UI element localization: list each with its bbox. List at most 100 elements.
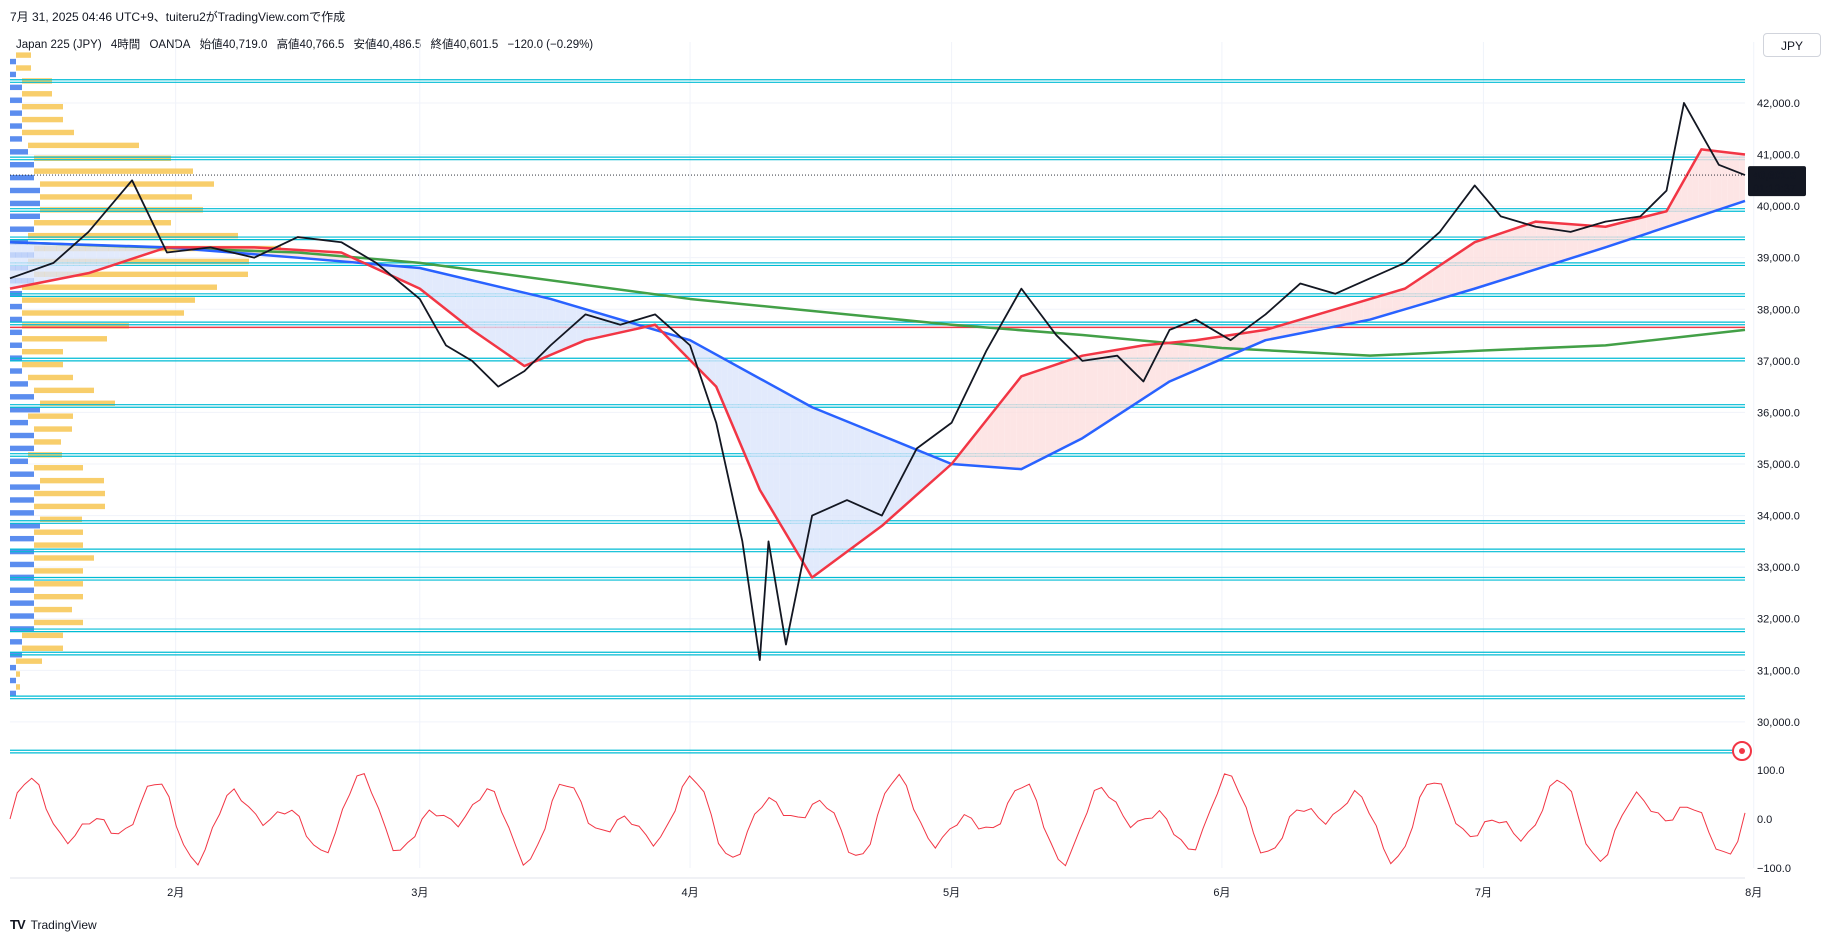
ema-fast-line xyxy=(9,148,1746,579)
y-tick-label: 31,000.0 xyxy=(1757,665,1800,677)
ema-fill-segment xyxy=(67,244,74,278)
osc-tick-label: 100.0 xyxy=(1757,765,1785,777)
ema-fill-segment xyxy=(1721,151,1728,209)
ema-fill-segment xyxy=(761,379,768,503)
ema-fill-segment xyxy=(478,281,485,339)
vp-bar-blue xyxy=(10,200,40,207)
vp-bar-yellow xyxy=(28,232,238,239)
ema-fill-segment xyxy=(709,351,716,386)
vp-bar-yellow xyxy=(34,581,83,587)
ema-fill-segment xyxy=(1114,349,1121,418)
ema-fill-segment xyxy=(1710,150,1717,213)
ema-fill-segment xyxy=(1461,247,1468,293)
ema-fill-segment xyxy=(698,344,704,375)
ema-fill-segment xyxy=(993,404,999,468)
currency-button[interactable]: JPY xyxy=(1763,33,1821,57)
ema-fill-segment xyxy=(860,426,866,542)
vp-bar-yellow xyxy=(22,78,52,84)
ema-fill-segment xyxy=(1698,149,1705,217)
vp-bar-blue xyxy=(10,329,22,336)
alert-target-icon[interactable] xyxy=(1732,741,1752,761)
vp-bar-blue xyxy=(10,84,22,91)
ema-fill-segment xyxy=(877,433,884,530)
ema-fill-segment xyxy=(1033,370,1040,463)
ema-fill-segment xyxy=(790,395,797,552)
tradingview-logo[interactable]: TV TradingView xyxy=(10,917,97,932)
ema-fill-segment xyxy=(85,244,91,274)
y-tick-label: 42,000.0 xyxy=(1757,98,1800,110)
horizontal-levels xyxy=(10,79,1745,754)
ema-fill-segment xyxy=(721,357,728,413)
ema-fill-segment xyxy=(981,419,988,467)
ema-fill-segment xyxy=(1293,319,1300,335)
vp-bar-blue xyxy=(10,458,28,464)
vp-bar-yellow xyxy=(34,542,83,548)
ema-fill-segment xyxy=(813,407,820,577)
vp-bar-blue xyxy=(10,187,40,194)
vp-bar-blue xyxy=(10,445,34,452)
low-value: 安値40,486.5 xyxy=(353,39,422,51)
vp-bar-blue xyxy=(10,149,28,155)
ema-fill-segment xyxy=(617,318,624,334)
ema-fill-segment xyxy=(44,243,51,282)
ema-fill-segment xyxy=(1288,321,1294,336)
x-tick-label: 4月 xyxy=(681,887,698,899)
ema-fill-segment xyxy=(1542,222,1549,268)
ema-fill-segment xyxy=(1611,223,1618,246)
ema-fill-segment xyxy=(796,398,803,562)
ema-fill-segment xyxy=(1617,222,1624,244)
timeframe-label[interactable]: 4時間 xyxy=(110,39,141,51)
x-tick-label: 7月 xyxy=(1475,887,1492,899)
ema-fill-segment xyxy=(15,242,22,288)
ema-fill-segment xyxy=(1108,350,1115,422)
vp-bar-blue xyxy=(10,535,34,542)
vp-bar-blue xyxy=(10,136,22,142)
ema-mid-line xyxy=(9,199,1746,471)
ema-fill-segment xyxy=(1554,222,1560,264)
ema-fill-segment xyxy=(1467,243,1474,291)
ema-fill-segment xyxy=(848,422,855,551)
ema-fill-segment xyxy=(1253,330,1260,346)
ema-fill-segment xyxy=(1334,307,1341,327)
x-tick-label: 6月 xyxy=(1213,887,1230,899)
ema-fill-segment xyxy=(1160,343,1167,388)
vp-bar-blue xyxy=(10,639,22,645)
ema-fill-segment xyxy=(1016,376,1023,469)
ema-fill-segment xyxy=(1062,360,1069,449)
ema-fill-segment xyxy=(1640,216,1647,236)
vp-bar-blue xyxy=(10,664,16,671)
vp-bar-blue xyxy=(10,381,28,387)
ema-fill-segment xyxy=(125,246,132,261)
ema-fill-segment xyxy=(1056,362,1063,452)
series-lines xyxy=(9,102,1746,661)
ema-fill-segment xyxy=(941,459,947,474)
y-tick-label: 34,000.0 xyxy=(1757,511,1800,523)
ema-fill-segment xyxy=(1097,352,1104,429)
ema-fill-segment xyxy=(472,280,479,335)
ema-fill-segment xyxy=(1380,294,1387,317)
vp-bar-blue xyxy=(10,213,40,219)
ema-fill-segment xyxy=(1548,222,1555,266)
vp-bar-yellow xyxy=(34,155,171,161)
symbol-name[interactable]: Japan 225 (JPY) xyxy=(16,39,102,51)
ema-fill-segment xyxy=(871,431,878,534)
ema-fill-segment xyxy=(1623,220,1630,242)
ema-fill-segment xyxy=(784,392,791,542)
vp-bar-yellow xyxy=(34,593,83,600)
y-tick-label: 32,000.0 xyxy=(1757,614,1800,626)
ema-fill-segment xyxy=(1409,281,1416,308)
ema-fill-segment xyxy=(588,310,595,340)
ema-fill xyxy=(10,149,1745,577)
vp-bar-blue xyxy=(10,471,34,477)
ema-fill-segment xyxy=(1629,219,1636,240)
ema-fill-segment xyxy=(1103,351,1109,425)
ema-fill-segment xyxy=(883,436,890,525)
ema-fill-segment xyxy=(432,270,438,303)
ema-fill-segment xyxy=(906,445,913,505)
ema-fill-segment xyxy=(1386,292,1393,315)
ema-fill-segment xyxy=(1559,223,1566,262)
ema-fill-segment xyxy=(1490,234,1497,284)
ema-fill-segment xyxy=(825,412,832,568)
ema-fill-segment xyxy=(802,401,809,571)
